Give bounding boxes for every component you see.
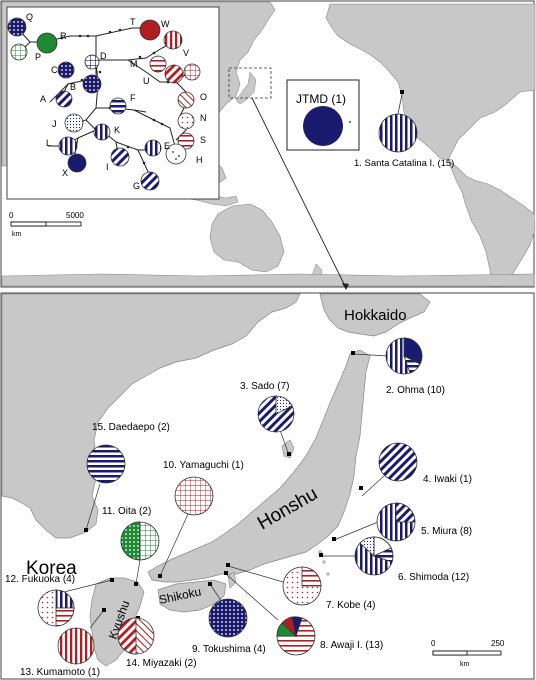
node-l xyxy=(59,137,77,155)
antarctica-strip xyxy=(2,274,534,286)
site-7-label: 7. Kobe (4) xyxy=(326,600,375,611)
node-c xyxy=(58,62,74,78)
node-label-p: P xyxy=(35,52,41,62)
node-e xyxy=(145,140,161,156)
node-p xyxy=(11,44,27,60)
node-r xyxy=(37,33,57,53)
node-label-r: R xyxy=(60,31,67,41)
site-15-pie xyxy=(87,445,125,483)
site-15-label: 15. Daedaepo (2) xyxy=(92,422,170,433)
node-i xyxy=(111,148,129,166)
node-u xyxy=(165,65,183,83)
node-label-q: Q xyxy=(26,12,33,22)
node-label-l: L xyxy=(46,138,51,148)
japan-scale-start: 0 xyxy=(431,639,436,648)
node-o xyxy=(178,92,194,108)
node-label-u: U xyxy=(143,76,150,86)
japan-scale-end: 250 xyxy=(491,639,505,648)
node-v xyxy=(184,64,200,80)
site-2-label: 2. Ohma (10) xyxy=(386,385,445,396)
jtmd-legend-box: JTMD (1) xyxy=(287,80,359,150)
node-j xyxy=(65,114,83,132)
site-12-label: 12. Fukuoka (4) xyxy=(5,574,75,585)
site-13-pie xyxy=(58,628,94,664)
node-b xyxy=(83,75,101,93)
label-hokkaido: Hokkaido xyxy=(344,307,407,324)
node-label-n: N xyxy=(200,113,207,123)
site-6-label: 6. Shimoda (12) xyxy=(398,572,469,583)
node-label-k: K xyxy=(114,125,120,135)
world-map-panel: Q R P C D T W M U V O N S B A F J K L I xyxy=(1,1,535,290)
site-11-label: 11. Oita (2) xyxy=(102,506,151,517)
node-a xyxy=(56,91,72,107)
node-label-m: M xyxy=(130,59,138,69)
node-label-b: B xyxy=(70,82,76,92)
site-10-pie xyxy=(175,477,213,515)
node-label-e: E xyxy=(164,141,170,151)
site-4-label: 4. Iwaki (1) xyxy=(423,474,472,485)
site-6-pie xyxy=(355,537,393,575)
japan-map-panel: Hokkaido Honshu Korea Kyushu Shikoku 0 2… xyxy=(1,293,534,679)
node-label-f: F xyxy=(130,93,136,103)
node-label-s: S xyxy=(200,135,206,145)
node-f xyxy=(110,98,126,114)
site-12-pie xyxy=(38,590,74,626)
node-m xyxy=(150,56,166,72)
node-label-c: C xyxy=(51,65,58,75)
site-13-label: 13. Kumamoto (1) xyxy=(20,667,100,678)
node-w xyxy=(164,31,182,49)
node-label-o: O xyxy=(200,92,207,102)
node-label-w: W xyxy=(161,19,170,29)
site-8-label: 8. Awaji I. (13) xyxy=(320,640,383,651)
node-d xyxy=(85,55,99,69)
site-11-pie xyxy=(121,522,159,560)
site-2-pie xyxy=(386,338,422,374)
site-7-pie xyxy=(283,567,321,605)
world-scale-end: 5000 xyxy=(66,211,84,220)
site-5-pie xyxy=(377,503,415,541)
site-1-label: 1. Santa Catalina I. (15) xyxy=(354,158,454,169)
haplotype-network-inset: Q R P C D T W M U V O N S B A F J K L I xyxy=(7,7,219,199)
site-14-label: 14. Miyazaki (2) xyxy=(126,658,197,669)
node-label-v: V xyxy=(183,48,189,58)
site-14-pie xyxy=(118,618,154,654)
node-label-i: I xyxy=(106,162,109,172)
jtmd-haplotype-circle xyxy=(303,106,343,146)
node-label-h: H xyxy=(196,155,203,165)
node-label-x: X xyxy=(62,168,68,178)
node-label-a: A xyxy=(40,94,46,104)
site-1-pie xyxy=(379,114,417,152)
site-9-label: 9. Tokushima (4) xyxy=(192,644,266,655)
site-10-label: 10. Yamaguchi (1) xyxy=(163,460,244,471)
site-3-label: 3. Sado (7) xyxy=(240,381,289,392)
japan-scale-unit: km xyxy=(460,661,470,668)
jtmd-label: JTMD (1) xyxy=(296,92,346,106)
node-t xyxy=(140,20,160,40)
node-x xyxy=(68,154,86,172)
node-label-j: J xyxy=(52,119,57,129)
site-8-pie xyxy=(277,617,315,655)
node-label-t: T xyxy=(130,17,136,27)
node-label-d: D xyxy=(100,51,107,61)
node-label-g: G xyxy=(133,181,140,191)
site-4-pie xyxy=(379,443,417,481)
site-5-label: 5. Miura (8) xyxy=(421,526,472,537)
node-n xyxy=(178,113,194,129)
node-q xyxy=(8,18,26,36)
site-3-pie xyxy=(258,396,294,432)
world-scale-start: 0 xyxy=(9,211,14,220)
site-9-pie xyxy=(209,599,247,637)
node-k xyxy=(94,124,110,140)
node-g xyxy=(141,172,159,190)
world-scale-unit: km xyxy=(12,231,22,238)
